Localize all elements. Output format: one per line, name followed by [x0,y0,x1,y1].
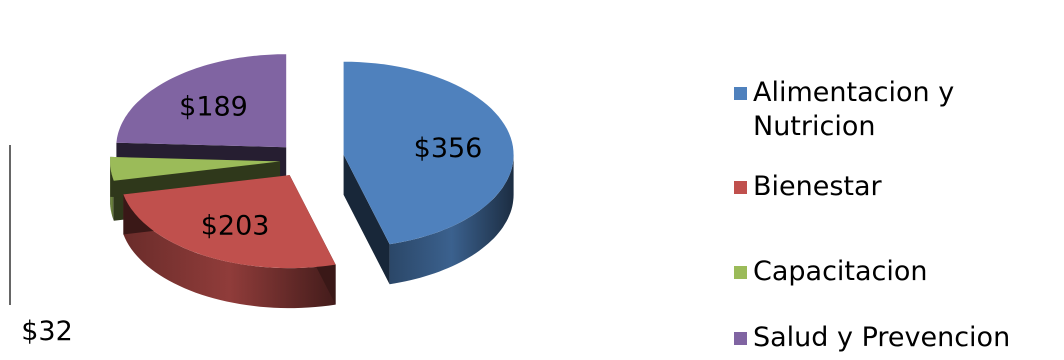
pie-slice-1 [123,175,336,309]
pie-wall [343,154,390,285]
pie-top [123,175,336,269]
legend-swatch [734,266,747,279]
legend-item-bienestar: Bienestar [734,170,1053,204]
pie-top [116,54,287,148]
legend-label: Capacitacion [753,256,928,287]
legend-label: Bienestar [753,171,882,202]
legend-item-alimentacion: Alimentacion y Nutricion [734,76,1053,144]
legend-swatch [734,87,747,100]
pie-chart: $356 $203 $32 $189 [9,54,514,347]
legend-label: Salud y Prevencion [753,322,1011,353]
legend-label: Alimentacion y Nutricion [753,77,955,142]
data-label: $203 [201,210,270,241]
pie-rim [389,154,514,285]
legend-item-salud: Salud y Prevencion [734,321,1053,355]
data-label: $356 [414,133,483,164]
pie-slice-0 [343,61,514,285]
pie-top [343,61,514,245]
pie-top [110,156,281,181]
data-label: $189 [179,92,248,123]
pie-rim [123,194,336,309]
data-label: $32 [21,316,73,347]
legend-swatch [734,332,747,345]
legend-item-capacitacion: Capacitacion [734,255,1053,289]
legend-swatch [734,181,747,194]
